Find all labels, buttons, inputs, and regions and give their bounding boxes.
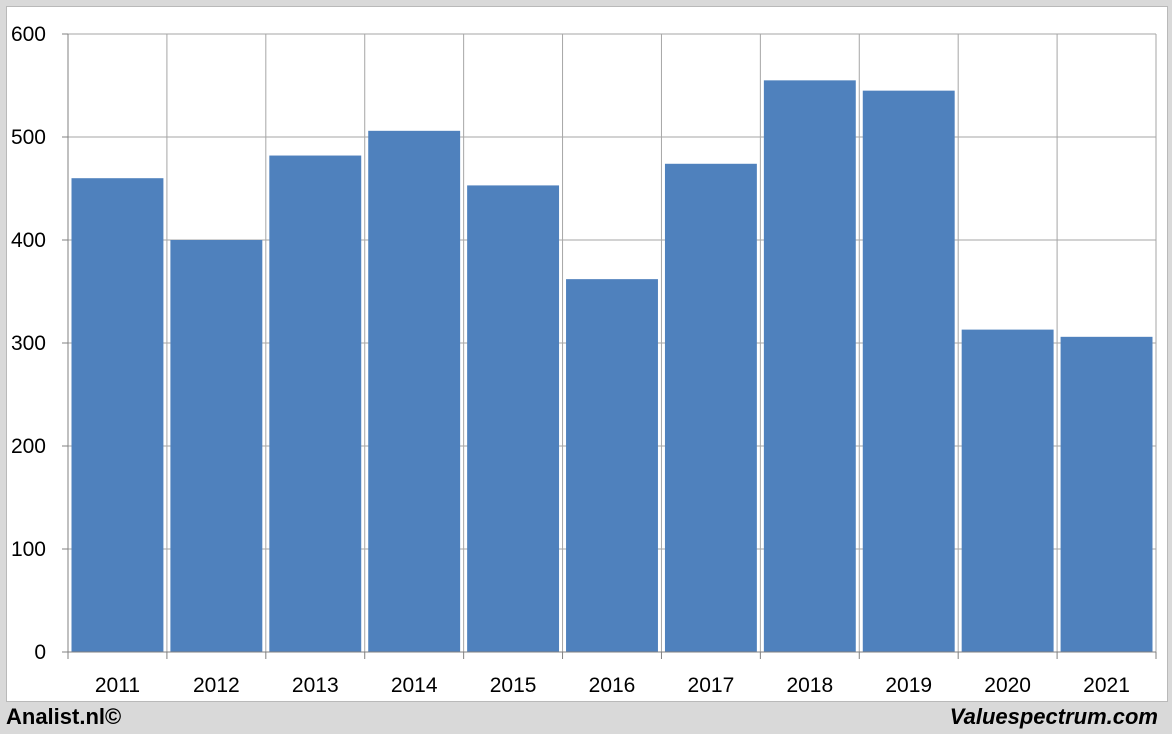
x-tick-label: 2016 xyxy=(589,674,636,697)
x-tick-label: 2019 xyxy=(885,674,932,697)
x-tick-label: 2021 xyxy=(1083,674,1130,697)
footer-analist-credit: Analist.nl© xyxy=(6,704,122,729)
x-tick-label: 2015 xyxy=(490,674,537,697)
y-tick-label: 300 xyxy=(11,332,46,355)
axis-layer xyxy=(62,33,1157,659)
bar-2015 xyxy=(467,185,560,652)
bars-layer xyxy=(71,80,1153,653)
bar-2021 xyxy=(1060,336,1153,652)
x-tick-label: 2020 xyxy=(984,674,1031,697)
bar-2012 xyxy=(170,240,263,652)
x-tick-label: 2014 xyxy=(391,674,438,697)
bar-chart: 0 100 200 300 400 500 600 2011 2012 2013 2014 2015 2… xyxy=(11,23,1157,697)
bar-2014 xyxy=(368,130,461,652)
bar-2016 xyxy=(566,279,658,652)
y-tick-label: 0 xyxy=(34,641,46,664)
y-tick-label: 500 xyxy=(11,126,46,149)
x-tick-label: 2018 xyxy=(786,674,833,697)
bar-2019 xyxy=(862,90,955,652)
y-tick-label: 400 xyxy=(11,229,46,252)
bar-2018 xyxy=(763,80,856,653)
x-tick-label: 2013 xyxy=(292,674,339,697)
footer-valuespectrum-credit: Valuespectrum.com xyxy=(949,704,1158,729)
y-tick-label: 100 xyxy=(11,538,46,561)
bar-2020 xyxy=(961,329,1054,652)
bar-2013 xyxy=(269,155,362,653)
x-tick-label: 2017 xyxy=(688,674,735,697)
bar-2017 xyxy=(664,163,757,652)
x-tick-label: 2011 xyxy=(95,674,140,697)
bar-2011 xyxy=(71,178,164,652)
x-tick-label: 2012 xyxy=(193,674,240,697)
labels-layer: 0 100 200 300 400 500 600 2011 2012 2013 2014 2015 2… xyxy=(11,23,1130,697)
y-tick-label: 200 xyxy=(11,435,46,458)
y-tick-label: 600 xyxy=(11,23,46,46)
